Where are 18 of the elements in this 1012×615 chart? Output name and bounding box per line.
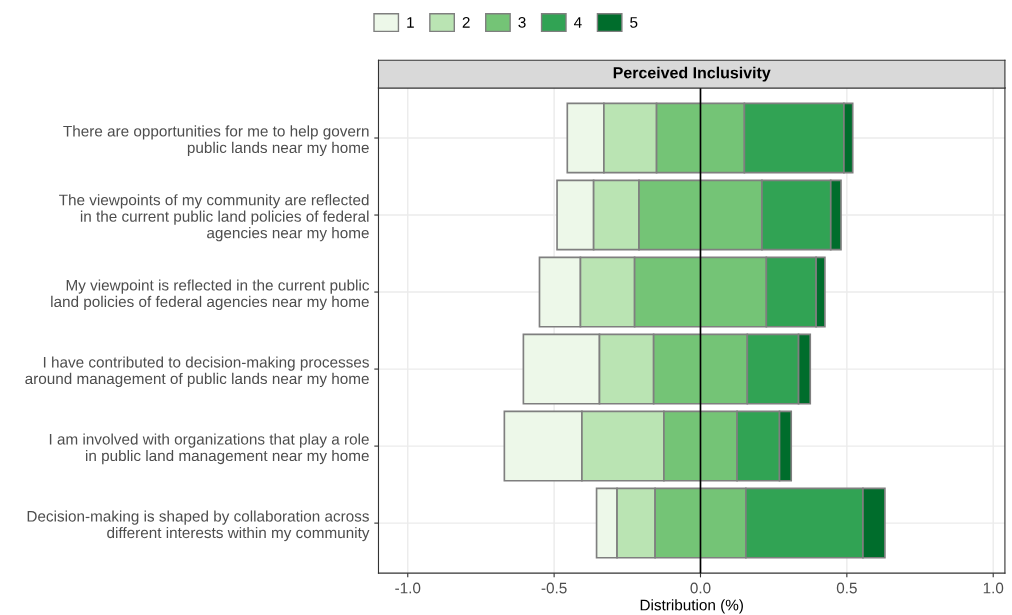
y-tick-label: I am involved with organizations that play a role in public land management near my home	[49, 433, 369, 465]
x-tick-label: 0.0	[690, 582, 711, 594]
y-tick-label: The viewpoints of my community are reflected in the current public land policies of federal agencies near my home	[59, 194, 369, 242]
chart-title: Perceived Inclusivity	[613, 66, 771, 82]
y-tick-label: I have contributed to decision-making processes around management of public lands near my home	[25, 356, 369, 388]
y-tick-label: There are opportunities for me to help govern public lands near my home	[63, 125, 369, 157]
x-tick-label: 0.5	[836, 582, 857, 594]
legend-label: 2	[462, 16, 470, 28]
legend-label: 4	[574, 17, 582, 28]
x-tick-label: -1.0	[395, 582, 421, 594]
legend-label: 3	[518, 16, 526, 28]
x-tick-label: 1.0	[983, 582, 1004, 594]
y-tick-label: Decision-making is shaped by collaboration across different interests within my community	[27, 510, 370, 542]
legend-label: 1	[407, 17, 414, 28]
x-axis-title: Distribution (%)	[640, 599, 743, 614]
x-tick-label: -0.5	[541, 582, 567, 594]
y-tick-label: My viewpoint is reflected in the current public land policies of federal agencies near my home	[51, 279, 370, 311]
legend-label: 5	[630, 17, 638, 28]
